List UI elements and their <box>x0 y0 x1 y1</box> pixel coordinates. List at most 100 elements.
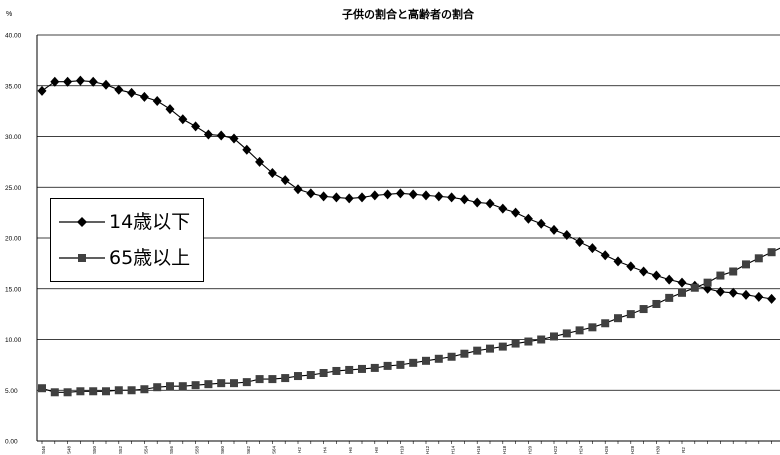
y-tick-label: 5.00 <box>5 388 18 395</box>
x-tick-label: H10 <box>399 445 404 454</box>
data-point-diamond <box>613 256 623 267</box>
data-point-diamond <box>459 194 469 205</box>
x-tick-label: H12 <box>425 445 430 454</box>
y-axis-label: % <box>6 11 12 18</box>
data-point-square <box>358 364 366 373</box>
data-point-square <box>38 384 46 393</box>
x-tick-label: S60 <box>220 446 225 455</box>
data-point-diamond <box>178 114 188 125</box>
data-point-square <box>639 305 648 314</box>
x-tick-label: S52 <box>118 446 123 455</box>
data-point-diamond <box>383 189 393 200</box>
y-tick-label: 10.00 <box>5 337 22 344</box>
data-point-square <box>294 372 302 381</box>
data-point-diamond <box>754 291 764 302</box>
x-tick-label: S54 <box>143 446 148 455</box>
x-tick-label: H26 <box>604 445 609 454</box>
x-tick-label: S50 <box>92 446 97 455</box>
data-point-diamond <box>331 192 341 203</box>
series-line-0 <box>41 80 772 300</box>
data-point-diamond <box>575 237 585 248</box>
data-point-square <box>652 299 661 308</box>
data-point-diamond <box>536 218 546 229</box>
x-tick-label: H18 <box>502 445 507 454</box>
data-point-square <box>550 332 558 341</box>
data-point-square <box>626 310 635 319</box>
data-point-diamond <box>511 207 521 218</box>
data-point-square <box>434 354 443 363</box>
data-point-square <box>665 293 674 302</box>
data-point-square <box>486 344 494 353</box>
data-point-diamond <box>88 76 98 87</box>
legend-line-diamond-icon <box>59 217 105 227</box>
data-point-diamond <box>50 76 60 87</box>
data-point-square <box>140 385 149 394</box>
data-point-diamond <box>357 192 367 203</box>
y-tick-label: 35.00 <box>5 83 22 90</box>
data-point-diamond <box>741 289 751 300</box>
data-point-square <box>332 366 341 375</box>
data-point-diamond <box>203 129 213 140</box>
legend-line-square-icon <box>59 254 105 262</box>
data-point-square <box>460 349 469 358</box>
data-point-diamond <box>651 270 661 281</box>
data-point-diamond <box>587 243 597 254</box>
data-point-diamond <box>280 175 290 186</box>
data-point-square <box>703 278 712 287</box>
data-point-diamond <box>395 188 405 199</box>
data-point-square <box>601 319 610 328</box>
data-point-diamond <box>498 203 508 214</box>
data-point-diamond <box>344 193 354 204</box>
data-point-square <box>319 368 328 377</box>
data-point-square <box>281 374 290 383</box>
data-point-diamond <box>549 224 559 235</box>
data-point-diamond <box>127 87 137 98</box>
x-tick-label: H4 <box>323 447 328 453</box>
data-point-square <box>153 383 162 392</box>
data-point-square <box>498 342 507 351</box>
data-point-diamond <box>600 250 610 261</box>
data-point-diamond <box>639 266 649 277</box>
x-tick-label: S62 <box>246 446 251 455</box>
data-point-square <box>242 378 251 387</box>
data-point-square <box>742 260 750 269</box>
x-tick-label: H2 <box>297 447 302 453</box>
data-point-square <box>166 382 174 391</box>
data-point-square <box>50 388 59 397</box>
data-point-diamond <box>255 156 265 167</box>
data-point-square <box>511 339 520 348</box>
data-point-square <box>102 387 110 396</box>
y-tick-label: 0.00 <box>5 439 18 446</box>
data-point-diamond <box>37 85 47 96</box>
x-tick-label: R2 <box>681 447 686 453</box>
y-tick-label: 30.00 <box>5 134 22 141</box>
data-point-diamond <box>485 198 495 209</box>
data-point-square <box>562 329 571 338</box>
x-tick-label: H14 <box>451 445 456 454</box>
y-tick-label: 15.00 <box>5 286 22 293</box>
data-point-square <box>422 356 430 365</box>
data-point-diamond <box>523 213 533 224</box>
data-point-square <box>230 379 238 388</box>
data-point-square <box>575 326 584 335</box>
data-point-diamond <box>63 76 73 87</box>
legend: 14歳以下 65歳以上 <box>50 198 204 282</box>
x-tick-label: H8 <box>374 447 379 453</box>
data-point-square <box>537 335 546 344</box>
data-point-diamond <box>370 190 380 201</box>
data-point-square <box>204 380 213 389</box>
data-point-square <box>383 361 392 370</box>
data-point-diamond <box>319 191 329 202</box>
data-point-square <box>716 271 725 280</box>
data-point-square <box>217 379 226 388</box>
data-point-square <box>89 387 98 396</box>
data-point-diamond <box>421 190 431 201</box>
data-point-diamond <box>165 104 175 115</box>
x-tick-label: H24 <box>579 445 584 454</box>
data-point-square <box>614 314 622 323</box>
data-point-square <box>255 375 264 384</box>
data-point-square <box>588 323 597 332</box>
legend-item-1: 65歳以上 <box>59 243 199 273</box>
x-tick-label: S46 <box>41 446 46 455</box>
